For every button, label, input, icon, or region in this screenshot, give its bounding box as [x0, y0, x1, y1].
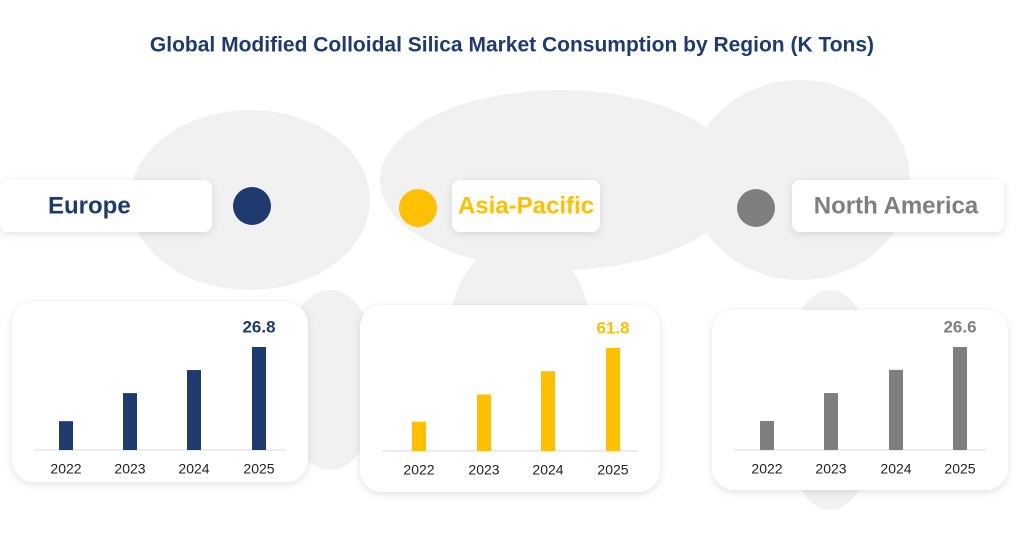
bar [541, 371, 555, 451]
bar [252, 347, 266, 450]
x-tick-label: 2024 [178, 461, 209, 477]
x-tick-label: 2023 [114, 461, 145, 477]
region-label-box [0, 180, 212, 232]
bar [760, 420, 774, 450]
bar [123, 393, 137, 450]
x-tick-label: 2022 [403, 462, 434, 478]
chart-card [360, 305, 660, 492]
region-marker [737, 189, 775, 227]
region-label-box [792, 180, 1004, 232]
x-tick-label: 2023 [468, 462, 499, 478]
x-tick-label: 2025 [597, 462, 628, 478]
bar [824, 393, 838, 450]
chart-card [712, 310, 1008, 490]
region-label: North America [814, 192, 979, 219]
region-label: Europe [48, 192, 131, 219]
bar [889, 369, 903, 450]
bar [412, 421, 426, 451]
x-tick-label: 2023 [815, 461, 846, 477]
x-tick-label: 2022 [50, 461, 81, 477]
x-tick-label: 2024 [532, 462, 563, 478]
x-tick-label: 2024 [880, 461, 911, 477]
region-marker [399, 189, 437, 227]
data-label: 61.8 [596, 318, 629, 337]
region-marker [233, 187, 271, 225]
bar [477, 394, 491, 451]
x-tick-label: 2022 [751, 461, 782, 477]
x-tick-label: 2025 [944, 461, 975, 477]
x-tick-label: 2025 [243, 461, 274, 477]
bar [59, 421, 73, 450]
data-label: 26.8 [242, 317, 275, 336]
region-label: Asia-Pacific [458, 192, 594, 219]
region-label-box [452, 180, 600, 232]
data-label: 26.6 [943, 317, 976, 336]
bar [953, 347, 967, 450]
bar [606, 348, 620, 451]
chart-card [12, 302, 308, 482]
bar [187, 370, 201, 450]
page-title: Global Modified Colloidal Silica Market … [150, 34, 874, 57]
